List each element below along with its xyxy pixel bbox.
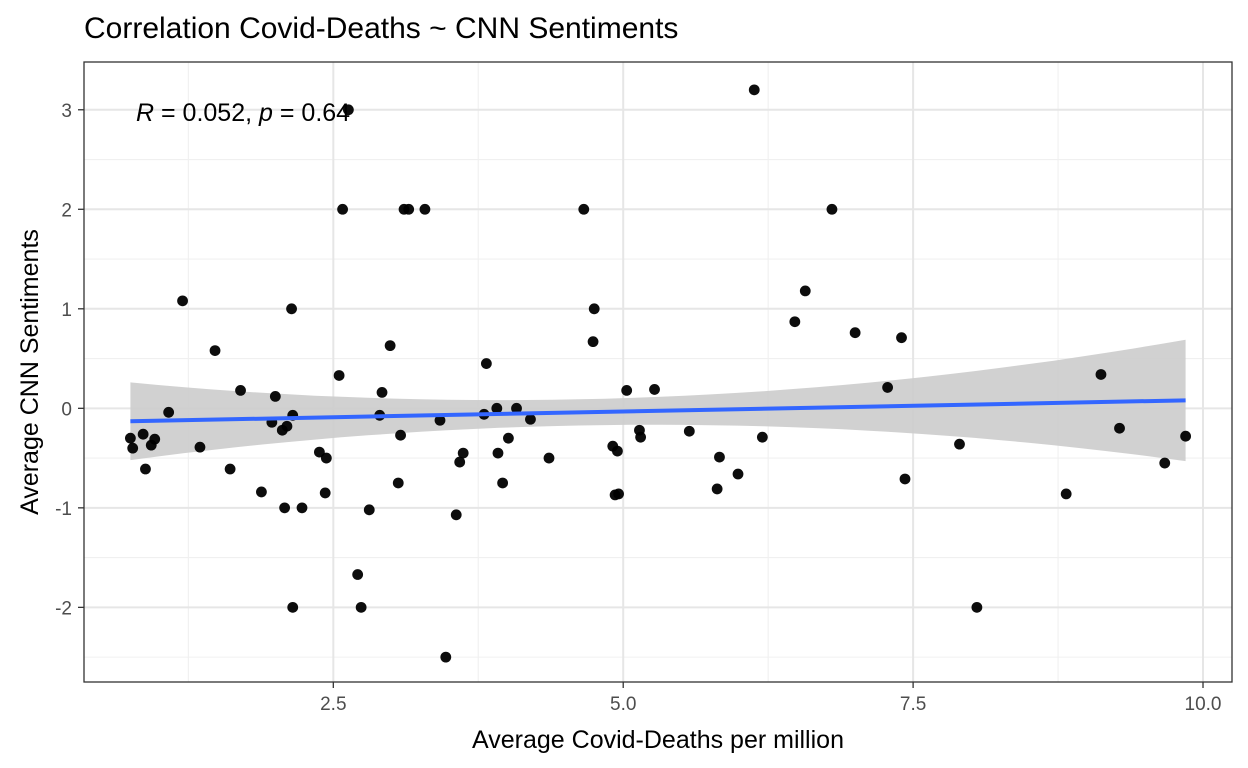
x-tick-label: 7.5 — [900, 694, 926, 715]
data-point — [849, 327, 861, 339]
data-point — [578, 203, 590, 215]
data-point — [503, 432, 514, 444]
y-tick-label: -1 — [55, 499, 72, 520]
y-tick-label: 0 — [61, 399, 72, 420]
data-point — [954, 438, 965, 450]
x-tick-label: 5.0 — [610, 694, 636, 715]
data-point — [511, 402, 522, 414]
data-point — [286, 303, 297, 315]
data-point — [1180, 430, 1192, 442]
data-point — [319, 487, 331, 499]
annotation-symbol: R — [136, 99, 154, 127]
data-point — [209, 345, 221, 357]
data-point — [337, 203, 348, 215]
data-point — [789, 316, 801, 328]
regression-line — [130, 398, 1186, 424]
data-point — [971, 601, 983, 613]
data-point — [635, 431, 647, 443]
data-point — [711, 483, 723, 495]
data-point — [454, 456, 466, 468]
data-point — [1114, 422, 1125, 434]
data-point — [480, 358, 492, 369]
data-point — [124, 432, 136, 444]
data-point — [497, 477, 509, 489]
data-point — [1095, 369, 1107, 380]
x-axis-title: Average Covid-Deaths per million — [472, 726, 844, 754]
data-point — [683, 425, 695, 437]
data-point — [621, 385, 633, 396]
data-point — [127, 442, 139, 454]
confidence-band — [130, 339, 1186, 462]
data-point — [287, 601, 299, 613]
data-point — [543, 452, 555, 464]
data-point — [342, 104, 354, 116]
annotation-symbol: p — [258, 99, 273, 127]
data-point — [320, 452, 332, 464]
data-point — [392, 477, 404, 489]
data-point — [756, 431, 768, 443]
data-point — [149, 433, 161, 445]
data-point — [896, 332, 907, 344]
data-point — [281, 420, 293, 432]
data-point — [355, 601, 367, 613]
annotation-value: = 0.64 — [273, 99, 350, 127]
annotation-value: = 0.052, — [154, 99, 259, 127]
data-point — [395, 429, 406, 441]
plot-area: 2.5 5.0 7.5 10.0 3 2 1 0 -1 -2 R = 0.052, p = 0.64 — [55, 61, 1233, 715]
data-point — [525, 413, 536, 425]
y-tick-label: 2 — [61, 200, 72, 221]
data-point — [882, 382, 893, 393]
data-point — [376, 387, 388, 398]
data-point — [140, 463, 151, 475]
chart-title: Correlation Covid-Deaths ~ CNN Sentiment… — [84, 12, 678, 45]
x-tick-label: 2.5 — [320, 694, 346, 715]
data-point — [1159, 457, 1171, 469]
data-point — [177, 295, 188, 307]
data-point — [163, 406, 175, 418]
y-tick-label: 3 — [61, 101, 72, 122]
panel-border — [83, 61, 1233, 683]
data-point — [588, 303, 600, 315]
data-point — [279, 502, 291, 514]
data-point — [1060, 488, 1072, 500]
data-point — [450, 509, 462, 521]
data-point — [235, 385, 246, 396]
data-point — [899, 473, 911, 485]
data-point — [587, 336, 599, 348]
data-point — [440, 651, 452, 663]
data-point — [269, 390, 281, 402]
x-tick-label: 10.0 — [1185, 694, 1222, 715]
data-point — [363, 504, 375, 516]
data-point — [224, 463, 236, 475]
data-point — [333, 370, 345, 381]
y-axis-title: Average CNN Sentiments — [16, 229, 44, 515]
y-tick-label: 1 — [61, 300, 72, 321]
data-point — [748, 84, 760, 96]
data-point — [714, 451, 725, 463]
data-point — [384, 340, 396, 352]
data-point — [352, 569, 364, 580]
data-point — [612, 445, 623, 457]
data-point — [457, 447, 469, 459]
data-point — [492, 447, 504, 459]
correlation-annotation: R = 0.052, p = 0.64 — [136, 99, 350, 127]
y-tick-label: -2 — [55, 598, 72, 619]
data-point — [137, 428, 149, 440]
data-point — [613, 488, 624, 500]
data-point — [491, 402, 503, 414]
data-point — [434, 414, 446, 426]
data-point — [419, 203, 431, 215]
data-point — [649, 384, 660, 395]
data-point — [826, 203, 838, 215]
data-point — [194, 441, 206, 453]
data-point — [256, 486, 267, 498]
data-point — [799, 285, 811, 297]
data-point — [296, 502, 308, 514]
data-point — [732, 468, 744, 480]
data-point — [403, 203, 415, 215]
